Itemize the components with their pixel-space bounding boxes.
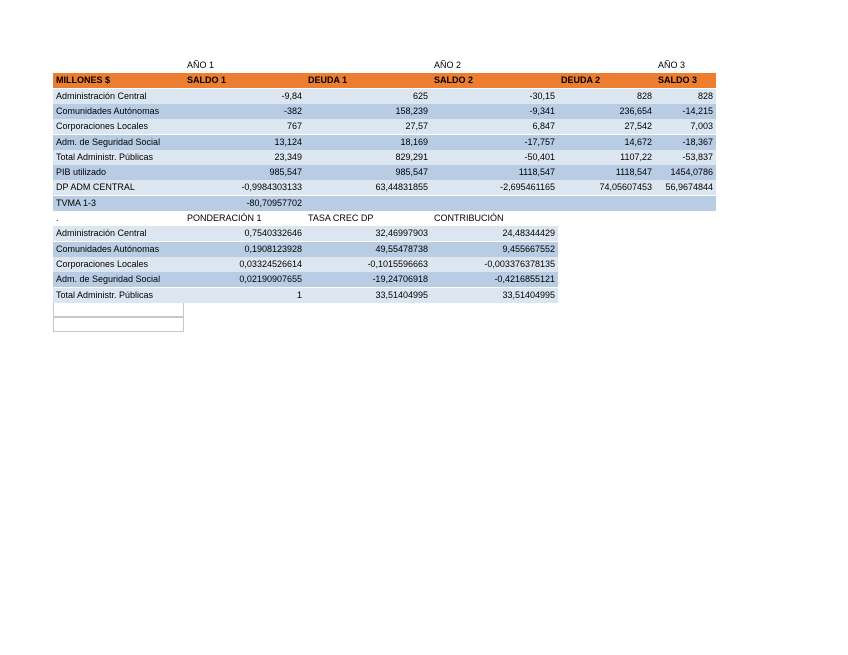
value-cell: -9,341 [529, 105, 555, 116]
header-cell: TASA CREC DP [308, 213, 374, 223]
value-cell: 1 [296, 289, 302, 300]
value-cell: 27,542 [624, 121, 652, 132]
row-label: Total Administr. Públicas [56, 289, 154, 300]
value-cell: 14,672 [624, 136, 652, 147]
value-cell: 7,003 [690, 121, 713, 132]
value-cell: 6,847 [532, 121, 555, 132]
value-cell: -2,695461165 [500, 182, 555, 193]
row-label: Adm. de Seguridad Social [56, 274, 161, 285]
empty-cell [53, 317, 184, 332]
value-cell: 33,51404995 [502, 289, 555, 300]
value-cell: 829,291 [395, 151, 428, 162]
value-cell: -0,003376378135 [484, 258, 555, 269]
header-cell: DEUDA 1 [308, 75, 348, 86]
value-cell: -18,367 [682, 136, 713, 147]
value-cell: -53,837 [682, 151, 713, 162]
row-label: Corporaciones Locales [56, 258, 149, 269]
value-cell: -382 [283, 105, 302, 116]
row-label: Comunidades Autónomas [56, 243, 160, 254]
value-cell: 32,46997903 [375, 228, 428, 239]
value-cell: 18,169 [400, 136, 428, 147]
value-cell: 158,239 [395, 105, 428, 116]
empty-cell [53, 302, 184, 317]
header-row-2: . PONDERACIÓN 1 TASA CREC DP CONTRIBUCIÓN [53, 211, 716, 226]
header-cell: SALDO 2 [434, 75, 474, 86]
value-cell: -0,4216855121 [494, 274, 555, 285]
value-cell: 56,9674844 [665, 182, 713, 193]
value-cell: -80,70957702 [246, 197, 302, 208]
value-cell: 74,05607453 [599, 182, 652, 193]
value-cell: 767 [286, 121, 302, 132]
value-cell: 13,124 [274, 136, 302, 147]
data-row: Total Administr. Públicas 1 33,51404995 33,… [53, 287, 558, 303]
data-row: Adm. de Seguridad Social 13,124 18,169 -17,… [53, 134, 716, 150]
row-label: Total Administr. Públicas [56, 151, 154, 162]
value-cell: -30,15 [529, 90, 555, 101]
value-cell: 1454,0786 [670, 167, 713, 178]
value-cell: 625 [412, 90, 428, 101]
row-label: DP ADM CENTRAL [56, 182, 135, 193]
row-label: TVMA 1-3 [56, 197, 97, 208]
data-row: Comunidades Autónomas 0,1908123928 49,5547… [53, 241, 558, 257]
row-label: Comunidades Autónomas [56, 105, 160, 116]
value-cell: -0,9984303133 [241, 182, 302, 193]
value-cell: -19,24706918 [372, 274, 428, 285]
value-cell: -50,401 [524, 151, 555, 162]
value-cell: 9,455667552 [502, 243, 555, 254]
value-cell: 24,48344429 [502, 228, 555, 239]
row-label: Adm. de Seguridad Social [56, 136, 161, 147]
data-row: Corporaciones Locales 767 27,57 6,847 27,542… [53, 119, 716, 135]
header-row: MILLONES $ SALDO 1 DEUDA 1 SALDO 2 DEUDA 2 SA… [53, 73, 716, 89]
data-row: Total Administr. Públicas 23,349 829,291 -5… [53, 149, 716, 165]
data-row: TVMA 1-3 -80,70957702 [53, 195, 716, 211]
header-cell: DEUDA 2 [561, 75, 601, 86]
row-label: Administración Central [56, 228, 147, 239]
value-cell: 23,349 [274, 151, 302, 162]
data-row: PIB utilizado 985,547 985,547 1118,547 1118,… [53, 165, 716, 181]
header-cell: . [56, 213, 59, 223]
year-row: AÑO 1 AÑO 2 AÑO 3 [53, 58, 716, 73]
value-cell: 27,57 [405, 121, 428, 132]
value-cell: 1107,22 [620, 151, 652, 162]
header-cell: SALDO 3 [658, 75, 698, 86]
value-cell: 0,02190907655 [239, 274, 302, 285]
value-cell: 0,1908123928 [244, 243, 302, 254]
data-row: Administración Central 0,7540332646 32,469… [53, 226, 558, 242]
value-cell: 49,55478738 [375, 243, 428, 254]
value-cell: 63,44831855 [375, 182, 428, 193]
year-label: AÑO 1 [187, 60, 215, 70]
header-cell: SALDO 1 [187, 75, 227, 86]
value-cell: 1118,547 [518, 167, 555, 178]
value-cell: 0,7540332646 [244, 228, 302, 239]
value-cell: 985,547 [395, 167, 428, 178]
row-label: PIB utilizado [56, 167, 107, 178]
year-label: AÑO 2 [434, 60, 462, 70]
value-cell: 985,547 [269, 167, 302, 178]
header-cell: CONTRIBUCIÓN [434, 213, 504, 223]
data-row: Corporaciones Locales 0,03324526614 -0,101… [53, 256, 558, 272]
value-cell: 33,51404995 [375, 289, 428, 300]
header-cell: MILLONES $ [56, 75, 111, 86]
value-cell: -9,84 [281, 90, 302, 101]
data-row: Comunidades Autónomas -382 158,239 -9,341 23… [53, 103, 716, 119]
data-row: Administración Central -9,84 625 -30,15 828 8… [53, 88, 716, 104]
value-cell: 0,03324526614 [239, 258, 302, 269]
value-cell: 828 [636, 90, 652, 101]
data-row: DP ADM CENTRAL -0,9984303133 63,44831855 -2… [53, 180, 716, 196]
value-cell: -17,757 [524, 136, 555, 147]
row-label: Corporaciones Locales [56, 121, 149, 132]
data-row: Adm. de Seguridad Social 0,02190907655 -19… [53, 272, 558, 288]
row-label: Administración Central [56, 90, 147, 101]
value-cell: 236,654 [619, 105, 652, 116]
year-label: AÑO 3 [658, 60, 686, 70]
value-cell: 828 [697, 90, 713, 101]
value-cell: -14,215 [682, 105, 713, 116]
header-cell: PONDERACIÓN 1 [187, 213, 262, 223]
value-cell: -0,1015596663 [367, 258, 428, 269]
value-cell: 1118,547 [615, 167, 652, 178]
